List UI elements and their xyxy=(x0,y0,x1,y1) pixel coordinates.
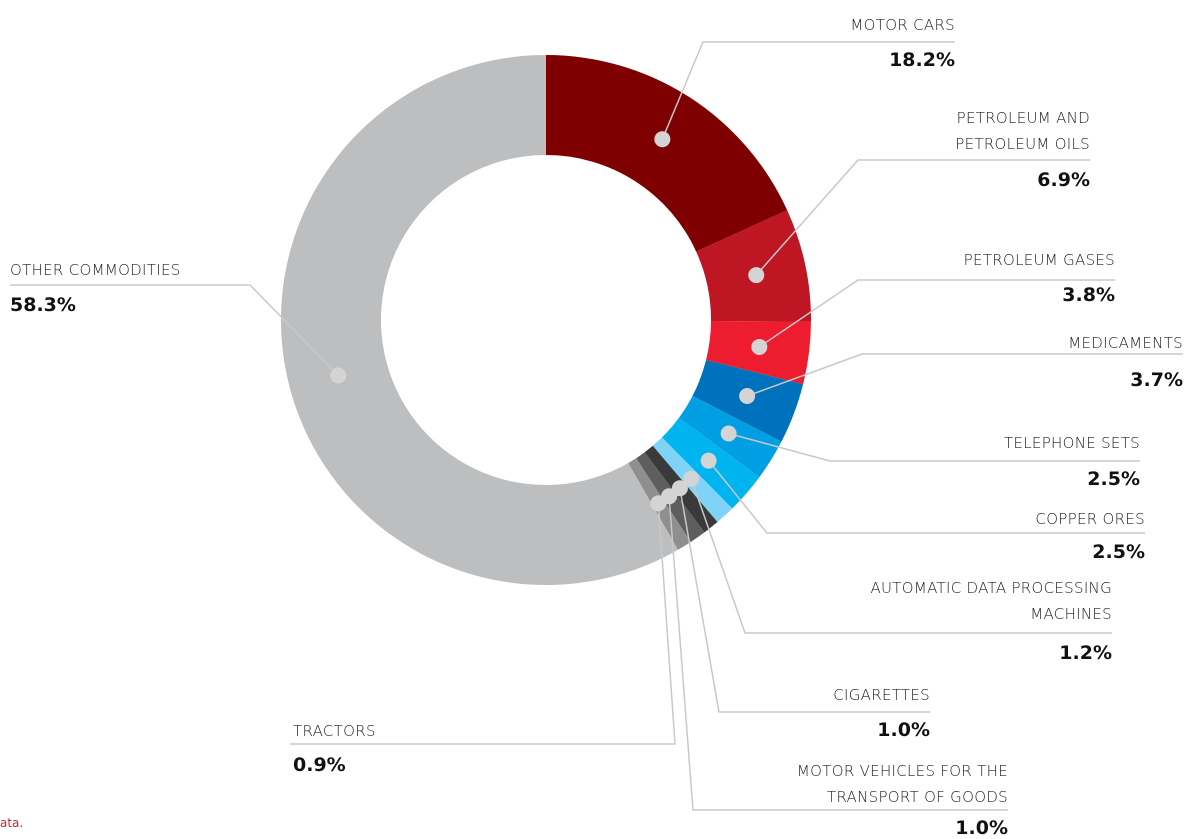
leader-line xyxy=(668,496,1008,811)
label-dot xyxy=(654,131,671,148)
value-label: 0.9% xyxy=(293,754,346,776)
slice-label: MEDICAMENTS xyxy=(1068,334,1183,352)
slice-label: PETROLEUM AND PETROLEUM OILS xyxy=(955,109,1090,153)
label-dot xyxy=(751,338,768,355)
slice-label: CIGARETTES xyxy=(833,686,930,704)
value-label: 2.5% xyxy=(1092,541,1145,563)
leader-line xyxy=(690,478,1112,634)
leader-line xyxy=(10,284,339,376)
slice-label: TELEPHONE SETS xyxy=(1004,434,1140,452)
label-dot xyxy=(748,267,765,284)
value-label: 3.8% xyxy=(1062,284,1115,306)
label-dot xyxy=(739,387,756,404)
value-label: 1.0% xyxy=(955,817,1008,839)
label-dot xyxy=(720,425,737,442)
value-label: 18.2% xyxy=(889,49,955,71)
value-label: 58.3% xyxy=(10,294,76,316)
label-dot xyxy=(700,452,717,469)
slice-label: MOTOR VEHICLES FOR THE TRANSPORT OF GOOD… xyxy=(796,762,1008,806)
slice-label: COPPER ORES xyxy=(1035,510,1145,528)
slice-label: TRACTORS xyxy=(293,722,376,740)
leader-line xyxy=(679,488,930,713)
value-label: 2.5% xyxy=(1087,468,1140,490)
leader-line xyxy=(758,279,1115,348)
leader-line xyxy=(755,159,1090,276)
donut-slice xyxy=(546,55,788,252)
leader-line xyxy=(290,503,676,745)
label-dot xyxy=(683,470,700,487)
label-dot xyxy=(650,495,667,512)
value-label: 1.2% xyxy=(1059,642,1112,664)
slice-label: PETROLEUM GASES xyxy=(963,251,1115,269)
leader-line xyxy=(661,41,955,140)
note: ata. xyxy=(0,816,24,830)
slice-label: OTHER COMMODITIES xyxy=(10,261,181,279)
leader-line xyxy=(728,432,1140,462)
slice-label: MOTOR CARS xyxy=(850,16,955,34)
leader-line xyxy=(708,460,1145,534)
leader-line xyxy=(746,353,1183,397)
value-label: 6.9% xyxy=(1037,169,1090,191)
slice-label: AUTOMATIC DATA PROCESSING MACHINES xyxy=(870,579,1112,623)
value-label: 1.0% xyxy=(877,719,930,741)
value-label: 3.7% xyxy=(1130,369,1183,391)
label-dot xyxy=(330,367,347,384)
donut-slice xyxy=(696,210,811,322)
donut-slice xyxy=(281,55,679,585)
